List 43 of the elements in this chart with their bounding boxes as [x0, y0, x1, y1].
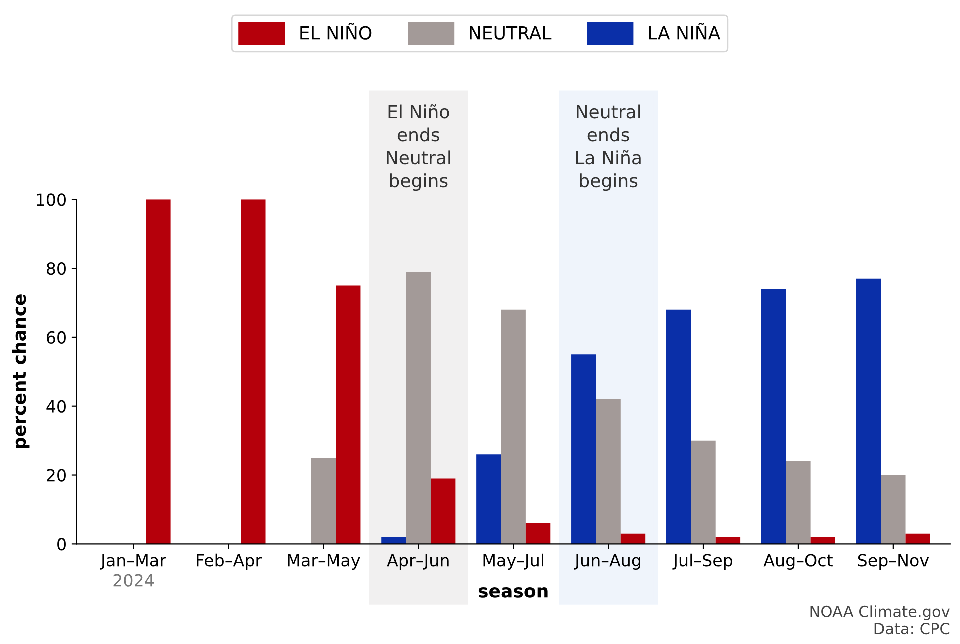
bar — [336, 286, 361, 544]
bar — [526, 524, 551, 544]
legend-label: LA NIÑA — [649, 23, 721, 40]
y-tick-label: 80 — [47, 262, 66, 276]
text: 2024 — [114, 574, 154, 587]
bar — [572, 354, 596, 544]
x-axis-title: season — [478, 588, 548, 598]
bar — [501, 310, 526, 544]
x-tick-label: Apr–Jun — [387, 554, 449, 570]
x-tick-label: Jan–Mar — [100, 554, 167, 570]
band-label: Neutral ends La Niña begins — [576, 104, 641, 192]
bar — [691, 440, 716, 544]
bar — [666, 310, 692, 544]
y-tick-label: 60 — [47, 331, 66, 344]
band-label: El Niño ends Neutral begins — [387, 104, 450, 192]
y-tick-label: 40 — [46, 400, 66, 413]
bar — [620, 534, 646, 544]
bar — [856, 278, 882, 544]
x-tick-label: Mar–May — [288, 554, 360, 570]
legend-label: EL NIÑO — [300, 23, 372, 40]
y-tick-label: 100 — [37, 194, 66, 206]
y-axis-title: percent chance — [12, 294, 30, 449]
x-tick-label: Feb–Apr — [197, 554, 262, 570]
bar — [476, 454, 502, 544]
x-tick-label: May–Jul — [484, 554, 544, 570]
x-tick-label: Aug–Oct — [764, 554, 833, 570]
y-tick-label: 20 — [47, 469, 66, 482]
bar — [761, 289, 786, 544]
bar — [906, 534, 930, 544]
bar — [311, 458, 336, 544]
x-tick-label: Jun–Aug — [574, 554, 640, 570]
bar — [786, 461, 811, 544]
bar — [596, 399, 621, 544]
x-tick-label: Jul–Sep — [672, 554, 733, 570]
bar — [430, 478, 456, 544]
bar — [146, 200, 171, 544]
bar — [881, 475, 906, 544]
legend-label: NEUTRAL — [470, 26, 552, 40]
bar — [241, 200, 266, 544]
x-tick-label: Sep–Nov — [858, 554, 930, 570]
bar — [406, 272, 431, 544]
y-tick-label: 0 — [58, 538, 66, 551]
text: NOAA Climate.gov Data: CPC — [810, 606, 950, 635]
